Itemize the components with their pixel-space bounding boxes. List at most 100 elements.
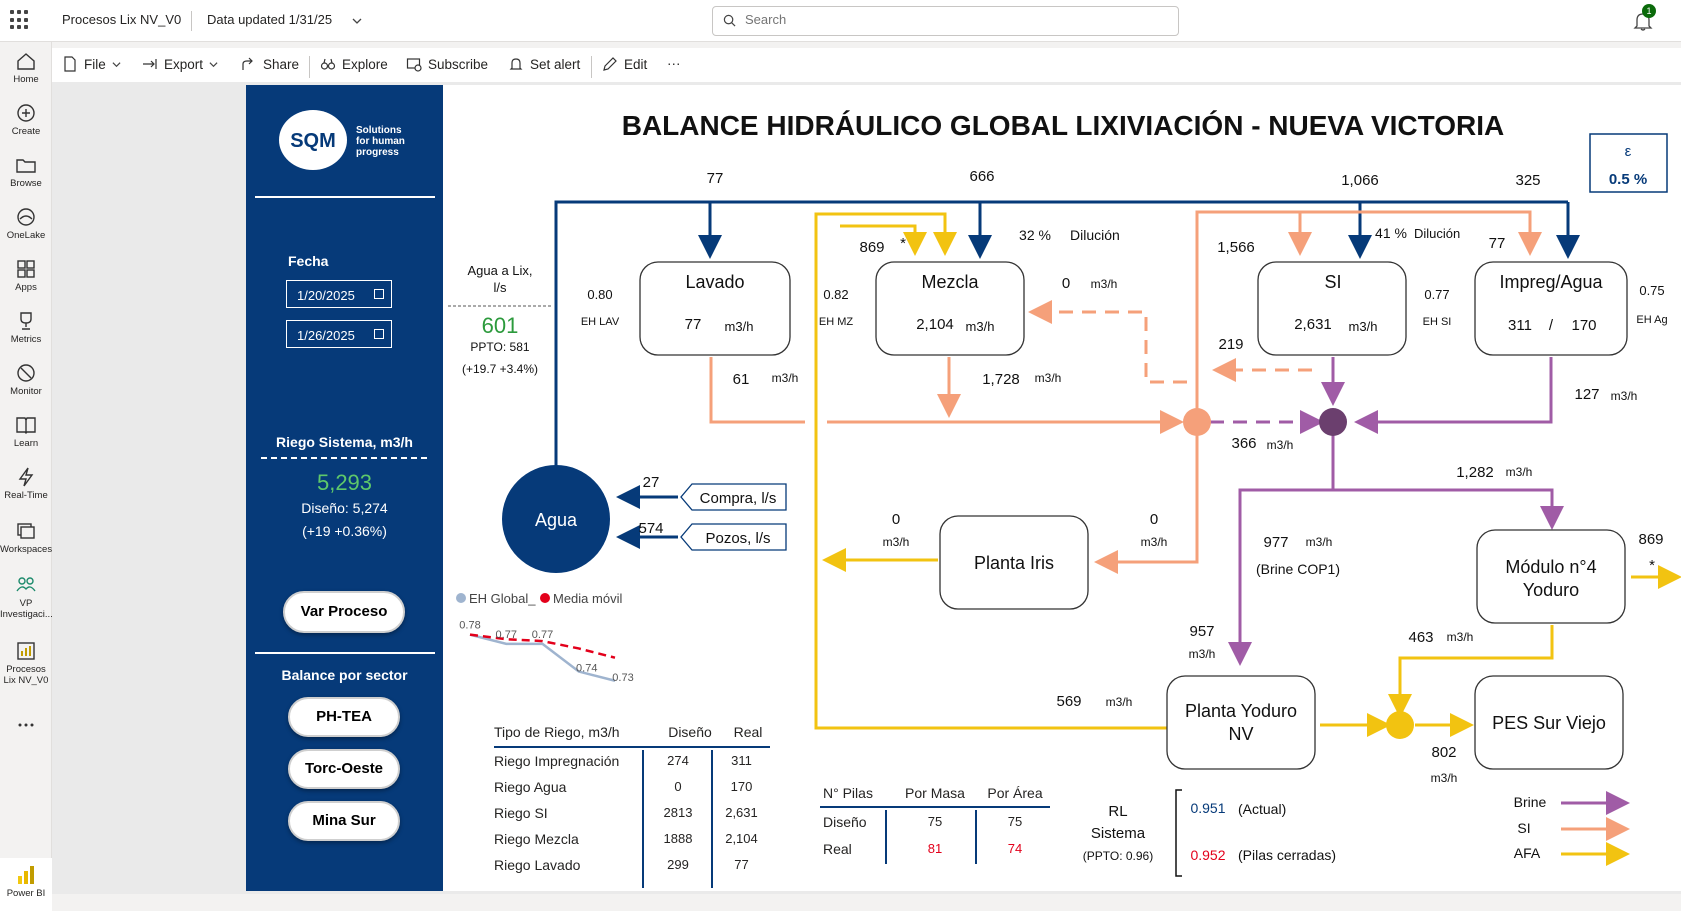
file-icon — [64, 56, 76, 72]
home-icon — [17, 53, 35, 70]
divider — [975, 810, 977, 864]
powerbi-icon — [18, 866, 34, 884]
riego-sistema-value: 5,293 — [316, 470, 373, 495]
riego-table-header: Tipo de Riego, m3/h Diseño Real — [494, 720, 770, 748]
nav-item-trophy[interactable]: Metrics — [0, 310, 52, 345]
table-header: Diseño — [668, 724, 712, 740]
table-cell: Riego Lavado — [494, 857, 581, 873]
subscribe-label: Subscribe — [428, 56, 489, 72]
riego-sistema-title: Riego Sistema, m3/h — [276, 434, 413, 450]
table-cell: 2813 — [663, 805, 693, 820]
apps-icon — [17, 260, 35, 278]
table-header: Por Masa — [905, 785, 965, 801]
modulo-yoduro-node[interactable] — [1476, 529, 1626, 624]
pilas-table-header: N° Pilas Por Masa Por Área — [820, 780, 1050, 808]
nav-item-monitor[interactable]: Monitor — [0, 362, 52, 397]
nav-item-workspaces[interactable]: Workspaces — [0, 520, 52, 555]
nav-item-onelake[interactable]: OneLake — [0, 206, 52, 241]
nav-item-home[interactable]: Home — [0, 50, 52, 85]
edit-button[interactable]: Edit — [602, 56, 647, 72]
powerbi-logo[interactable]: Power BI — [0, 858, 52, 911]
table-cell: Riego Mezcla — [494, 831, 579, 847]
table-row: Riego SI 2813 2,631 — [494, 800, 770, 826]
mezcla-node[interactable] — [875, 261, 1025, 356]
balance-sector-title: Balance por sector — [281, 667, 408, 683]
report-name[interactable]: Procesos Lix NV_V0 — [62, 12, 182, 27]
explore-label: Explore — [342, 56, 388, 72]
nav-item-label: Monitor — [10, 386, 42, 397]
search-icon — [723, 14, 736, 27]
report-icon — [17, 642, 35, 660]
nav-item-report[interactable]: Procesos Lix NV_V0 — [0, 640, 52, 686]
data-updated[interactable]: Data updated 1/31/25 — [207, 12, 333, 27]
divider — [885, 810, 887, 864]
powerbi-label: Power BI — [6, 888, 46, 899]
share-button[interactable]: Share — [241, 56, 299, 72]
table-cell: 0 — [674, 779, 682, 794]
nav-item-label: Metrics — [10, 334, 42, 345]
table-header: N° Pilas — [823, 785, 873, 801]
subscribe-button[interactable]: Subscribe — [406, 56, 488, 72]
nav-item-label: Home — [13, 74, 39, 85]
explore-button[interactable]: Explore — [320, 56, 388, 72]
search-box[interactable] — [712, 6, 1179, 36]
table-row: Real 81 74 — [820, 835, 1050, 862]
chevron-down-icon[interactable] — [352, 16, 362, 26]
nav-item-apps[interactable]: Apps — [0, 258, 52, 293]
table-header: Por Área — [987, 785, 1043, 801]
divider — [255, 652, 435, 654]
sector-mina-sur-button[interactable]: Mina Sur — [288, 801, 400, 841]
riego-sistema-design: Diseño: 5,274 — [301, 500, 388, 516]
nav-item-book[interactable]: Learn — [0, 414, 52, 449]
set-alert-button[interactable]: Set alert — [508, 56, 580, 72]
pes-sur-viejo-node[interactable] — [1474, 675, 1624, 770]
search-input[interactable] — [745, 12, 1145, 27]
nav-item-plus-circle[interactable]: Create — [0, 102, 52, 137]
workspaces-icon — [17, 523, 35, 539]
table-cell: 2,104 — [725, 831, 758, 846]
export-menu[interactable]: Export — [142, 56, 218, 72]
app-launcher-icon[interactable] — [10, 10, 30, 30]
table-cell: Riego Impregnación — [494, 753, 620, 769]
date-to-input[interactable]: 1/26/2025 — [286, 320, 392, 348]
divider — [191, 11, 192, 31]
si-node[interactable] — [1257, 261, 1407, 356]
nav-item-folder[interactable]: Browse — [0, 154, 52, 189]
date-from-input[interactable]: 1/20/2025 — [286, 280, 392, 308]
monitor-icon — [17, 364, 35, 382]
impreg-node[interactable] — [1474, 261, 1628, 356]
nav-item-group[interactable]: VP Investigaci... — [0, 574, 53, 620]
pencil-icon — [603, 57, 617, 71]
divider — [591, 56, 592, 78]
var-proceso-button[interactable]: Var Proceso — [283, 591, 405, 633]
notification-badge: 1 — [1642, 4, 1656, 18]
table-cell: Riego Agua — [494, 779, 567, 795]
set-alert-label: Set alert — [530, 56, 581, 72]
plus-circle-icon — [17, 104, 35, 122]
export-label: Export — [164, 56, 204, 72]
file-menu[interactable]: File — [62, 56, 121, 72]
nav-item-label: Workspaces — [0, 544, 53, 555]
table-cell: 311 — [731, 753, 752, 768]
bell-icon — [509, 58, 523, 70]
agua-node[interactable] — [502, 465, 610, 573]
more-options-button[interactable]: ··· — [667, 56, 681, 71]
nav-item-more[interactable] — [0, 714, 52, 738]
planta-iris-node[interactable] — [939, 515, 1089, 610]
table-row: Riego Lavado 299 77 — [494, 852, 770, 878]
date-from-value: 1/20/2025 — [297, 288, 355, 303]
nav-item-label: Browse — [10, 178, 42, 189]
sqm-logo: SQM — [279, 110, 347, 170]
table-cell: 77 — [734, 857, 749, 872]
planta-yoduro-node[interactable] — [1166, 675, 1316, 770]
share-icon — [242, 57, 253, 70]
riego-sistema-delta: (+19 +0.36%) — [302, 523, 387, 539]
divider — [255, 196, 435, 198]
sector-ph-tea-button[interactable]: PH-TEA — [288, 697, 400, 737]
sector-torc-oeste-button[interactable]: Torc-Oeste — [288, 749, 400, 789]
table-cell: 75 — [1007, 814, 1023, 829]
nav-item-lightning[interactable]: Real-Time — [0, 466, 52, 501]
lavado-node[interactable] — [639, 261, 791, 356]
table-cell: 299 — [667, 857, 689, 872]
export-icon — [143, 59, 157, 69]
